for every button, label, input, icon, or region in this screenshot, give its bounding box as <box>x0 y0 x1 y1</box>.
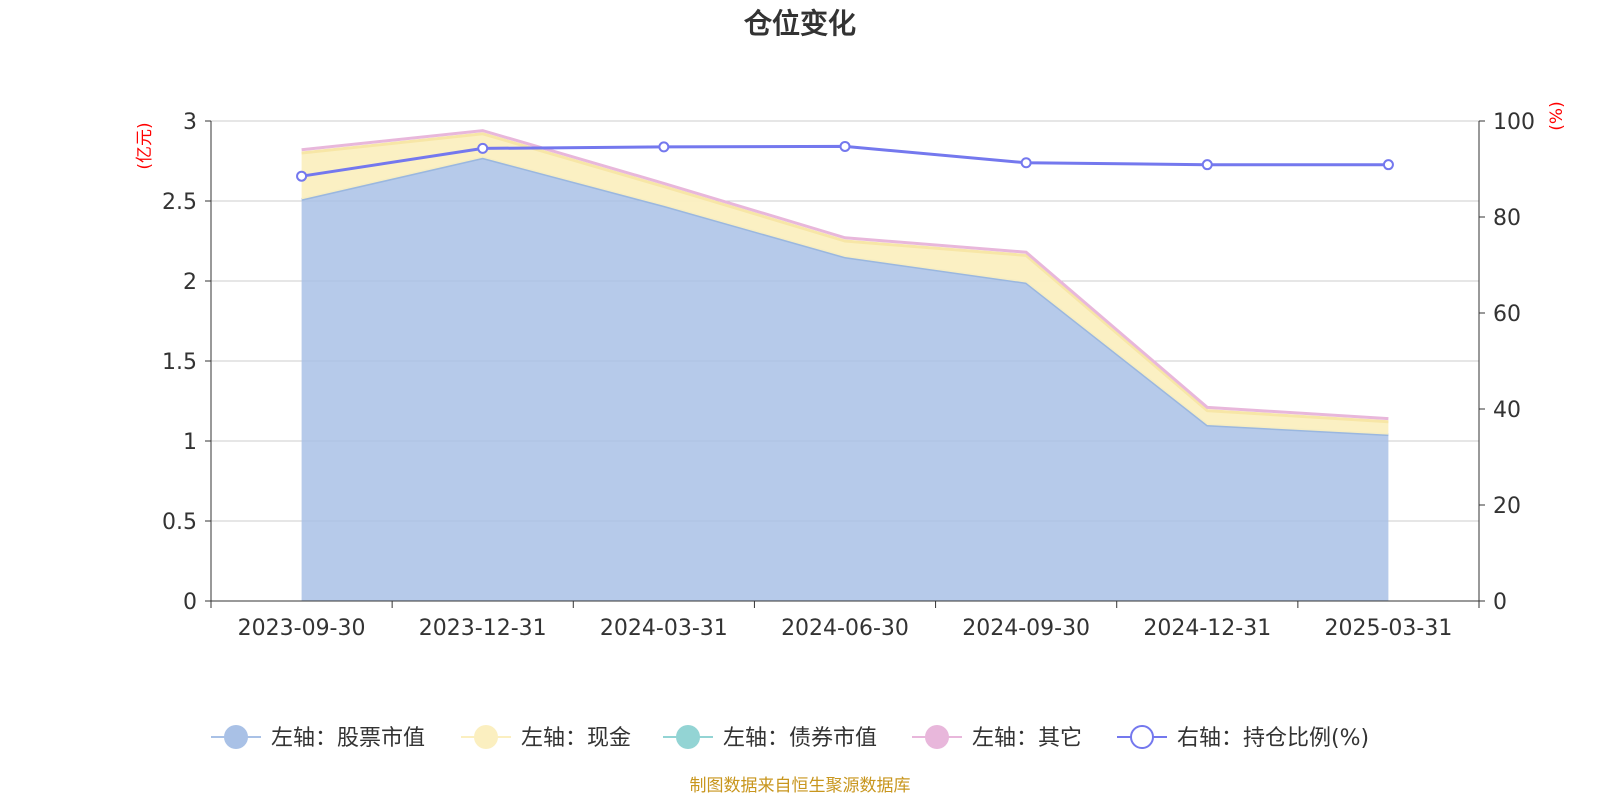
area-fill-series-0 <box>301 157 1389 602</box>
x-tick-label-1: 2023-12-31 <box>419 616 547 641</box>
legend-label-2: 左轴：债券市值 <box>723 726 877 751</box>
left-tick-label-1: 0.5 <box>162 510 197 535</box>
ratio-point-3 <box>839 140 851 152</box>
right-tick-label-5: 100 <box>1493 110 1535 135</box>
x-tick-label-3: 2024-06-30 <box>781 616 909 641</box>
chart-title: 仓位变化 <box>744 7 856 40</box>
ratio-point-5 <box>1201 159 1213 171</box>
legend-label-4: 右轴：持仓比例(%) <box>1177 726 1369 751</box>
legend-item-2: 左轴：债券市值 <box>663 725 877 751</box>
area-fill-series-1 <box>301 133 1389 435</box>
left-tick-label-2: 1 <box>183 430 197 455</box>
left-tick-label-4: 2 <box>183 270 197 295</box>
x-tick-label-0: 2023-09-30 <box>238 616 366 641</box>
right-tick-label-4: 80 <box>1493 206 1521 231</box>
left-tick-label-3: 1.5 <box>162 350 197 375</box>
legend-item-4: 右轴：持仓比例(%) <box>1117 725 1369 751</box>
legend-item-3: 左轴：其它 <box>912 725 1082 751</box>
ratio-point-6 <box>1382 159 1394 171</box>
right-tick-label-3: 60 <box>1493 302 1521 327</box>
right-tick-label-1: 20 <box>1493 494 1521 519</box>
x-tick-label-2: 2024-03-31 <box>600 616 728 641</box>
right-tick-label-2: 40 <box>1493 398 1521 423</box>
legend-item-1: 左轴：现金 <box>461 725 631 751</box>
ratio-point-4 <box>1020 157 1032 169</box>
ratio-point-2 <box>658 141 670 153</box>
left-tick-label-0: 0 <box>183 590 197 615</box>
data-source-note: 制图数据来自恒生聚源数据库 <box>690 776 911 796</box>
left-tick-label-6: 3 <box>183 110 197 135</box>
axes: 0 0.5 1 1.5 2 2.5 3 0 20 40 60 80 100 2023-09-30 2023-… <box>162 110 1535 641</box>
legend-marker-2 <box>676 725 700 749</box>
x-tick-label-5: 2024-12-31 <box>1143 616 1271 641</box>
x-tick-label-6: 2025-03-31 <box>1324 616 1452 641</box>
left-tick-label-5: 2.5 <box>162 190 197 215</box>
right-axis-unit: (%) <box>1547 101 1567 130</box>
ratio-point-0 <box>296 170 308 182</box>
left-axis-unit: (亿元) <box>135 122 155 169</box>
legend-marker-3 <box>925 725 949 749</box>
legend-label-1: 左轴：现金 <box>521 726 631 751</box>
right-tick-label-0: 0 <box>1493 590 1507 615</box>
legend-label-0: 左轴：股票市值 <box>271 726 425 751</box>
legend-label-3: 左轴：其它 <box>972 726 1082 751</box>
ratio-point-1 <box>477 142 489 154</box>
legend-marker-0 <box>224 725 248 749</box>
legend-item-0: 左轴：股票市值 <box>211 725 425 751</box>
legend-marker-4 <box>1130 725 1154 749</box>
area-line-series-3 <box>301 129 1389 421</box>
legend-marker-1 <box>474 725 498 749</box>
area-line-series-1 <box>301 132 1389 424</box>
ratio-line-layer <box>296 140 1394 182</box>
area-series-layer <box>301 129 1389 602</box>
x-tick-label-4: 2024-09-30 <box>962 616 1090 641</box>
legend: 左轴：股票市值 左轴：现金 左轴：债券市值 左轴：其它 右轴：持仓比例(%) <box>211 725 1369 751</box>
